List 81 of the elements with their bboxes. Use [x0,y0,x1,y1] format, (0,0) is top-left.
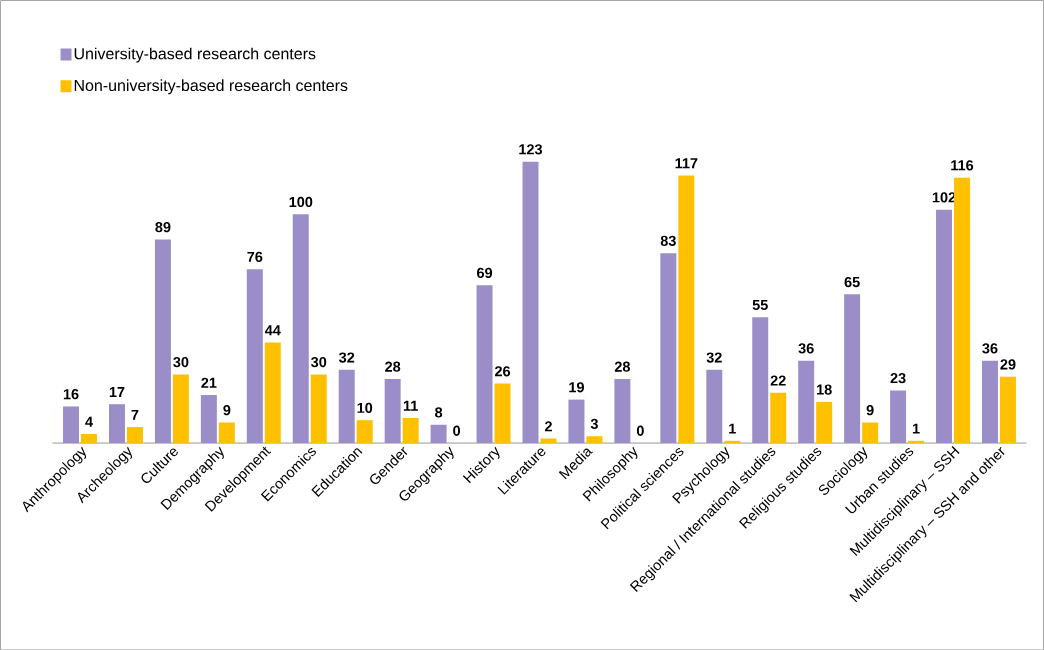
data-label: 17 [109,386,125,397]
bar [310,374,327,443]
data-label: 0 [453,425,461,436]
data-label: 69 [477,267,493,278]
bar [678,175,695,443]
bar [660,252,677,443]
data-label: 19 [569,381,584,393]
data-label: 10 [357,402,373,413]
data-label: 7 [131,409,139,420]
bar [540,438,557,443]
bar [936,209,953,443]
bar [494,383,511,443]
bar [586,436,603,443]
data-label: 16 [63,388,79,400]
data-label: 83 [660,235,676,246]
data-label: 30 [311,356,327,368]
bar [126,426,143,443]
bar [402,417,419,443]
bar [752,317,769,443]
bar [798,360,815,443]
data-label: 30 [173,356,189,368]
data-label: 117 [675,158,698,168]
bar [338,369,355,443]
bar [816,401,833,443]
data-label: 2 [544,421,552,432]
data-label: 100 [289,196,313,207]
bar [81,433,97,443]
bar [384,378,401,443]
data-label: 89 [155,221,171,233]
bar [172,374,189,443]
data-label: 9 [866,404,874,416]
data-label: 32 [338,352,355,363]
data-label: 123 [519,143,543,155]
bar [430,424,447,443]
data-label: 116 [951,160,974,171]
data-label: 1 [912,423,920,434]
data-label: 36 [798,343,814,354]
data-label: 21 [201,377,217,388]
bar [568,399,585,443]
data-label: 32 [706,352,722,363]
bar [844,294,861,443]
data-label: 3 [590,418,598,429]
data-label: 9 [223,404,231,416]
bar [200,394,217,443]
data-label: 18 [817,384,832,395]
bar [476,285,493,443]
bar [999,376,1016,443]
data-label: 28 [385,361,401,372]
bar [890,390,907,443]
bar [522,161,539,443]
legend-label: Non-university-based research centers [74,79,348,95]
bar [770,392,787,443]
data-label: 55 [752,299,768,310]
data-label: 23 [890,372,906,384]
bar [862,422,879,443]
data-label: 44 [264,325,281,336]
bar [706,369,723,443]
data-label: 8 [435,407,443,418]
bar [63,406,80,443]
bar [614,378,631,443]
data-label: 28 [614,361,631,372]
bar [246,269,263,443]
data-label: 29 [1000,359,1016,370]
bar [264,342,281,443]
data-label: 11 [403,400,418,411]
bar [154,239,171,443]
data-label: 0 [636,425,644,436]
data-label: 76 [247,251,263,262]
bar [954,177,970,443]
bar [292,214,309,443]
bar [218,422,235,443]
bar [108,403,125,443]
data-label: 4 [85,416,93,427]
legend-label: University-based research centers [74,47,316,63]
data-label: 65 [844,276,860,287]
data-label: 36 [982,343,998,354]
bar [981,360,998,443]
data-label: 26 [494,365,511,377]
data-label: 1 [729,423,736,434]
data-label: 22 [770,375,786,386]
bar [356,420,373,443]
